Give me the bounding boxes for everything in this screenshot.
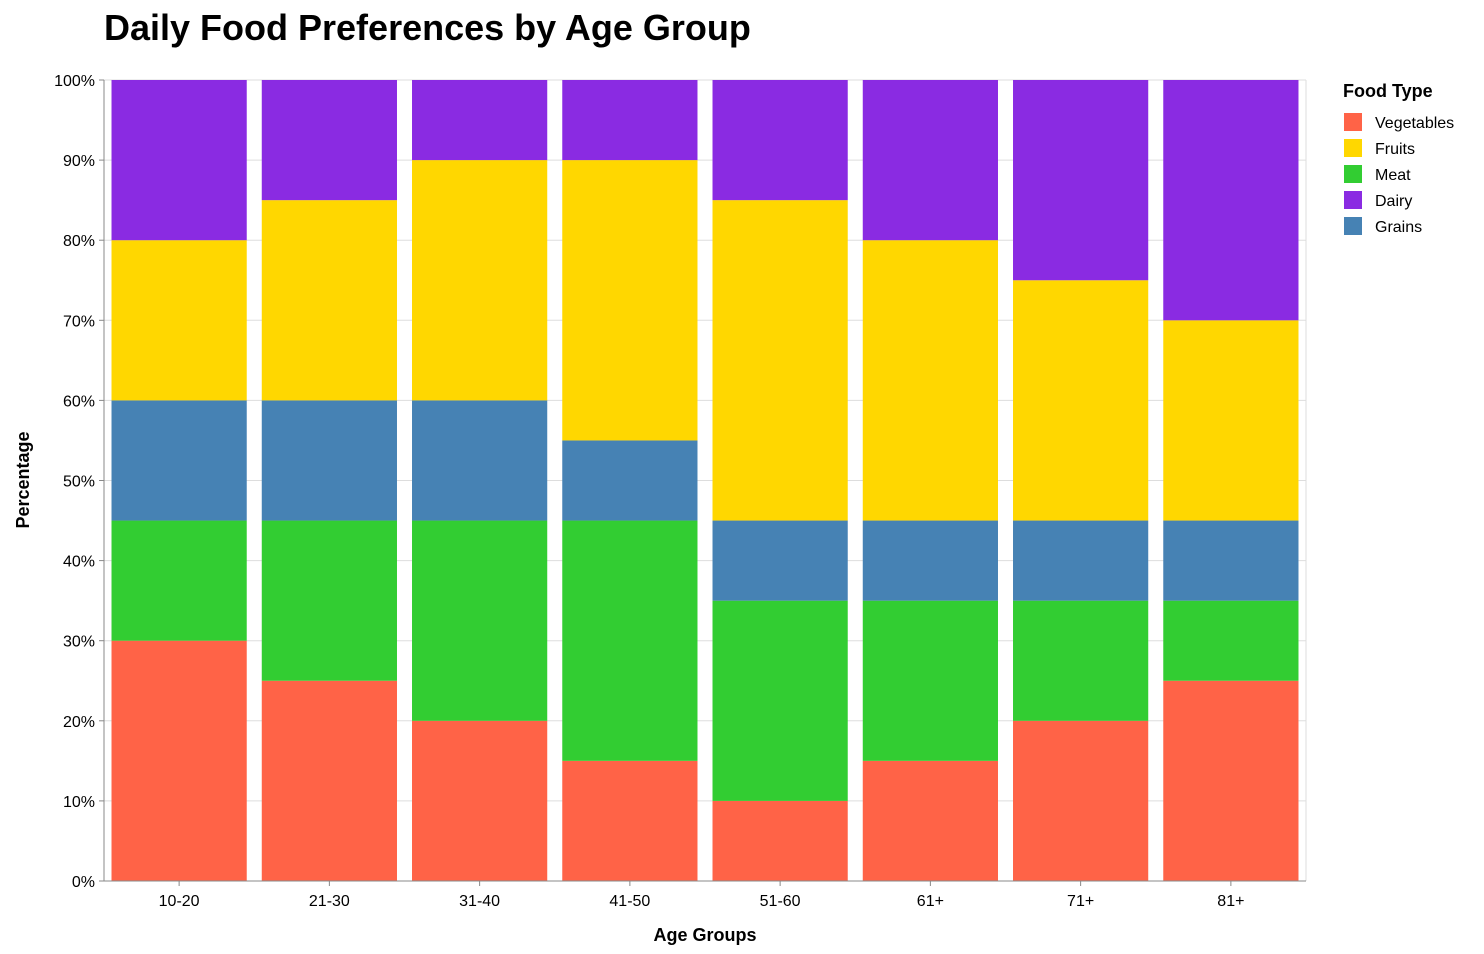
bar-fruits-71+: [1013, 280, 1149, 521]
bar-vegetables-21-30: [261, 680, 397, 881]
bar-meat-41-50: [562, 520, 698, 761]
x-tick-label: 61+: [917, 893, 944, 910]
x-axis-title: Age Groups: [653, 925, 756, 945]
x-tick-label: 41-50: [609, 893, 650, 910]
bar-meat-51-60: [712, 600, 848, 801]
y-tick-label: 50%: [63, 474, 95, 491]
bar-grains-61+: [862, 520, 998, 601]
legend-swatch-grains: [1344, 217, 1362, 235]
bar-vegetables-41-50: [562, 760, 698, 881]
x-tick-label: 71+: [1067, 893, 1094, 910]
bar-meat-31-40: [412, 520, 548, 721]
bar-vegetables-51-60: [712, 800, 848, 881]
bar-fruits-21-30: [261, 200, 397, 401]
bar-dairy-71+: [1013, 80, 1149, 281]
y-axis-title: Percentage: [13, 431, 33, 528]
bar-grains-10-20: [111, 400, 247, 521]
bar-vegetables-71+: [1013, 720, 1149, 881]
y-tick-label: 100%: [54, 73, 95, 90]
y-tick-label: 90%: [63, 153, 95, 170]
legend-title: Food Type: [1343, 81, 1433, 101]
y-tick-label: 40%: [63, 554, 95, 571]
bar-grains-81+: [1163, 520, 1299, 601]
x-tick-label: 31-40: [459, 893, 500, 910]
legend-label-meat: Meat: [1375, 167, 1411, 184]
y-tick-label: 10%: [63, 794, 95, 811]
bar-vegetables-61+: [862, 760, 998, 881]
x-tick-label: 81+: [1217, 893, 1244, 910]
legend-label-grains: Grains: [1375, 219, 1422, 236]
bar-dairy-81+: [1163, 80, 1299, 321]
bar-vegetables-81+: [1163, 680, 1299, 881]
bar-meat-71+: [1013, 600, 1149, 721]
axes: 0% 10% 20% 30% 40% 50% 60% 70% 80% 90% 100% 10-20 21…: [54, 73, 1306, 910]
legend-label-fruits: Fruits: [1375, 141, 1415, 158]
bar-fruits-61+: [862, 240, 998, 521]
bars: [111, 80, 1299, 881]
bar-grains-51-60: [712, 520, 848, 601]
bar-fruits-31-40: [412, 160, 548, 401]
bar-dairy-41-50: [562, 80, 698, 161]
bar-meat-10-20: [111, 520, 247, 641]
bar-dairy-51-60: [712, 80, 848, 201]
chart-title: Daily Food Preferences by Age Group: [104, 7, 751, 48]
bar-dairy-21-30: [261, 80, 397, 201]
bar-dairy-31-40: [412, 80, 548, 161]
y-tick-label: 70%: [63, 313, 95, 330]
legend-label-vegetables: Vegetables: [1375, 115, 1454, 132]
bar-grains-21-30: [261, 400, 397, 521]
bar-meat-61+: [862, 600, 998, 761]
bar-grains-31-40: [412, 400, 548, 521]
x-tick-label: 51-60: [760, 893, 801, 910]
bar-fruits-51-60: [712, 200, 848, 521]
y-tick-label: 60%: [63, 393, 95, 410]
y-tick-label: 80%: [63, 233, 95, 250]
y-tick-label: 20%: [63, 714, 95, 731]
x-tick-label: 21-30: [309, 893, 350, 910]
legend-swatch-dairy: [1344, 191, 1362, 209]
bar-fruits-41-50: [562, 160, 698, 441]
bar-vegetables-31-40: [412, 720, 548, 881]
legend-swatch-meat: [1344, 165, 1362, 183]
bar-vegetables-10-20: [111, 640, 247, 881]
bar-grains-71+: [1013, 520, 1149, 601]
legend-label-dairy: Dairy: [1375, 193, 1412, 210]
bar-dairy-10-20: [111, 80, 247, 241]
x-tick-label: 10-20: [159, 893, 200, 910]
y-tick-label: 30%: [63, 634, 95, 651]
legend-swatch-vegetables: [1344, 113, 1362, 131]
legend: Food Type Vegetables Fruits Meat Dairy Grain…: [1343, 81, 1454, 236]
legend-swatch-fruits: [1344, 139, 1362, 157]
bar-grains-41-50: [562, 440, 698, 521]
bar-dairy-61+: [862, 80, 998, 241]
bar-meat-81+: [1163, 600, 1299, 681]
bar-meat-21-30: [261, 520, 397, 681]
y-tick-label: 0%: [72, 874, 95, 891]
bar-fruits-81+: [1163, 320, 1299, 521]
bar-fruits-10-20: [111, 240, 247, 401]
